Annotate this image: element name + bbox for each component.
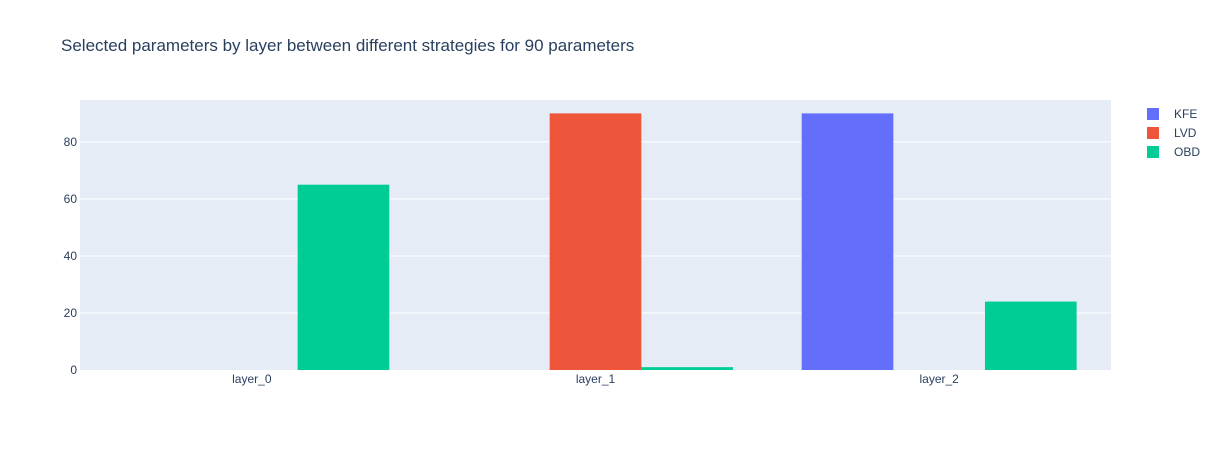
x-axis-ticks: layer_0 layer_1 layer_2 <box>232 372 959 386</box>
y-tick-label: 0 <box>70 363 77 377</box>
y-tick-label: 60 <box>64 192 78 206</box>
y-tick-label: 20 <box>64 306 78 320</box>
y-tick-label: 80 <box>64 135 78 149</box>
legend-label: OBD <box>1174 145 1200 159</box>
x-tick-label: layer_1 <box>576 372 616 386</box>
y-tick-label: 40 <box>64 249 78 263</box>
bar-lvd-layer_1[interactable] <box>549 113 642 370</box>
legend-swatch <box>1147 127 1159 139</box>
x-tick-label: layer_0 <box>232 372 272 386</box>
legend-label: KFE <box>1174 107 1197 121</box>
legend-swatch <box>1147 108 1159 120</box>
legend-item-kfe[interactable]: KFE <box>1147 107 1197 121</box>
legend[interactable]: KFE LVD OBD <box>1147 107 1200 159</box>
legend-item-obd[interactable]: OBD <box>1147 145 1200 159</box>
y-axis-ticks: 0 20 40 60 80 <box>64 135 78 377</box>
bars <box>297 113 1077 370</box>
bar-obd-layer_0[interactable] <box>297 184 390 370</box>
bar-obd-layer_2[interactable] <box>984 301 1077 370</box>
legend-swatch <box>1147 146 1159 158</box>
bar-kfe-layer_2[interactable] <box>801 113 894 370</box>
legend-label: LVD <box>1174 126 1197 140</box>
x-tick-label: layer_2 <box>919 372 959 386</box>
bar-obd-layer_1[interactable] <box>641 367 733 370</box>
chart-title: Selected parameters by layer between dif… <box>61 36 634 55</box>
legend-item-lvd[interactable]: LVD <box>1147 126 1197 140</box>
